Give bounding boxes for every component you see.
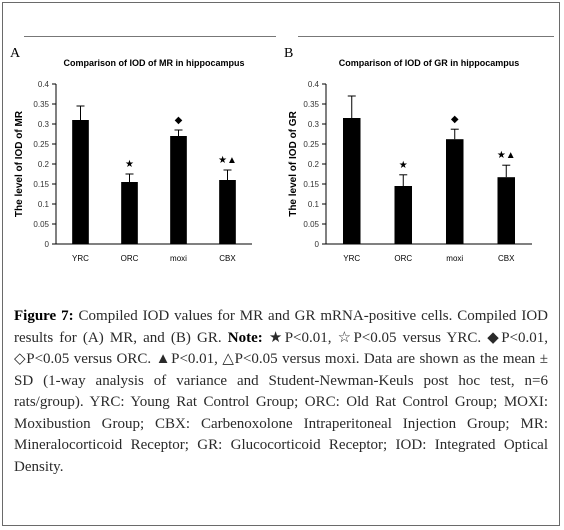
y-tick-label: 0.05	[303, 220, 319, 229]
panel-a-top-rule	[24, 36, 276, 37]
y-tick-label: 0.1	[38, 200, 50, 209]
y-tick-label: 0.1	[308, 200, 320, 209]
y-tick-label: 0.2	[38, 160, 50, 169]
bar-cbx	[219, 180, 236, 244]
panel-b-letter: B	[284, 46, 294, 61]
bar-moxi	[170, 136, 187, 244]
y-tick-label: 0.25	[303, 140, 319, 149]
x-tick-label: YRC	[72, 254, 89, 263]
y-tick-label: 0.3	[308, 120, 320, 129]
panel-b-top-rule	[298, 36, 554, 37]
y-tick-label: 0.05	[33, 220, 49, 229]
bar-orc	[121, 182, 138, 244]
x-tick-label: moxi	[446, 254, 463, 263]
y-axis-label: The level of IOD of MR	[14, 110, 25, 217]
y-tick-label: 0.35	[33, 100, 49, 109]
chart-title: Comparison of IOD of MR in hippocampus	[64, 58, 245, 68]
panel-a: A Comparison of IOD of MR in hippocampus…	[10, 36, 276, 276]
y-tick-label: 0.4	[308, 80, 320, 89]
y-tick-label: 0.15	[33, 180, 49, 189]
bar-moxi	[445, 139, 464, 244]
significance-marker: ★	[399, 160, 408, 171]
y-tick-label: 0.15	[303, 180, 319, 189]
mr-iod-bar-chart: Comparison of IOD of MR in hippocampus Th…	[14, 58, 252, 263]
y-tick-label: 0	[45, 240, 50, 249]
caption-label: Figure 7:	[14, 308, 74, 324]
gr-iod-bar-chart: Comparison of IOD of GR in hippocampus Th…	[288, 58, 532, 263]
x-tick-label: YRC	[343, 254, 360, 263]
bar-cbx	[497, 177, 516, 244]
bar-yrc	[342, 118, 361, 244]
y-tick-label: 0	[315, 240, 320, 249]
y-tick-label: 0.2	[308, 160, 320, 169]
significance-marker: ★▲	[497, 150, 516, 161]
y-axis-label: The level of IOD of GR	[288, 110, 299, 216]
figure-caption: Figure 7: Compiled IOD values for MR and…	[14, 306, 548, 478]
significance-marker: ★	[125, 159, 134, 170]
figure-frame	[2, 2, 560, 526]
chart-title: Comparison of IOD of GR in hippocampus	[339, 58, 520, 68]
y-tick-label: 0.3	[38, 120, 50, 129]
x-tick-label: CBX	[498, 254, 515, 263]
panel-b: B Comparison of IOD of GR in hippocampus…	[284, 36, 554, 276]
bar-orc	[394, 186, 413, 244]
significance-marker: ★▲	[218, 155, 237, 166]
y-tick-label: 0.25	[33, 140, 49, 149]
y-tick-label: 0.4	[38, 80, 50, 89]
x-tick-label: CBX	[219, 254, 236, 263]
note-label: Note:	[227, 329, 263, 346]
y-tick-label: 0.35	[303, 100, 319, 109]
note-text: ★P<0.01, ☆P<0.05 versus YRC. ◆P<0.01, ◇P…	[14, 329, 548, 475]
x-tick-label: moxi	[170, 254, 187, 263]
x-tick-label: ORC	[394, 254, 412, 263]
caption-text: Compiled IOD values for MR and GR mRNA-p…	[14, 308, 548, 346]
panel-a-letter: A	[10, 46, 21, 61]
bar-yrc	[72, 120, 89, 244]
x-tick-label: ORC	[121, 254, 139, 263]
significance-marker: ◆	[175, 115, 183, 126]
significance-marker: ◆	[451, 114, 459, 125]
